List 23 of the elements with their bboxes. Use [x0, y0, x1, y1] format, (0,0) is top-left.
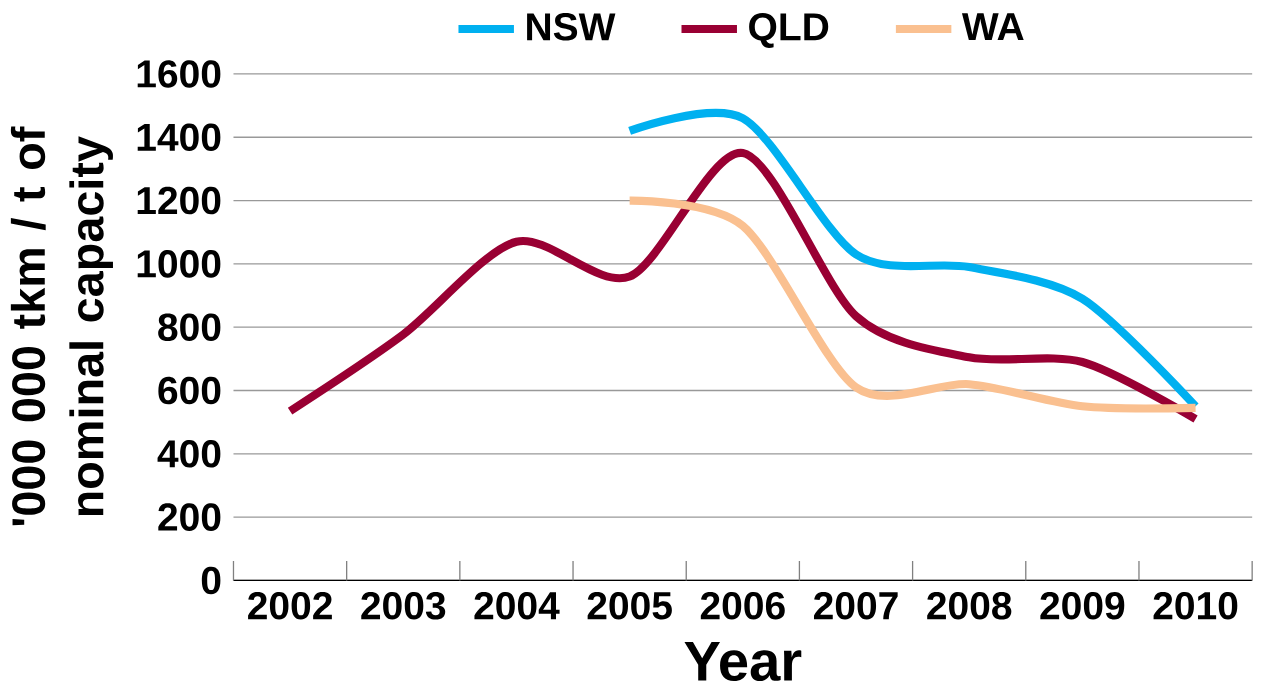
y-tick-label: 600: [158, 376, 221, 405]
x-tick-label: 2006: [700, 591, 785, 620]
y-tick-label: 1400: [137, 123, 221, 152]
y-tick-label: 200: [158, 503, 221, 531]
x-tick-label: 2008: [927, 591, 1012, 620]
x-tick-label: 2002: [248, 591, 332, 620]
legend-label: QLD: [749, 13, 829, 48]
y-tick-label: 1200: [137, 186, 221, 215]
y-tick-label: 1600: [137, 60, 221, 88]
y-tick-label: 800: [158, 313, 221, 342]
legend-label: WA: [961, 13, 1024, 41]
legend-label: NSW: [527, 13, 616, 41]
x-tick-label: 2003: [361, 591, 446, 620]
y-tick-label: 0: [201, 566, 221, 595]
x-tick-label: 2004: [474, 591, 560, 620]
x-axis-title: Year: [684, 641, 802, 682]
y-tick-label: 400: [157, 440, 221, 468]
y-tick-label: 1000: [137, 250, 221, 278]
x-tick-label: 2009: [1040, 591, 1125, 620]
x-tick-label: 2007: [814, 591, 898, 620]
x-tick-label: 2010: [1153, 591, 1238, 620]
y-axis-title: '000 000 tkm / t of nominal capacity: [10, 126, 113, 526]
x-tick-label: 2005: [587, 591, 672, 620]
